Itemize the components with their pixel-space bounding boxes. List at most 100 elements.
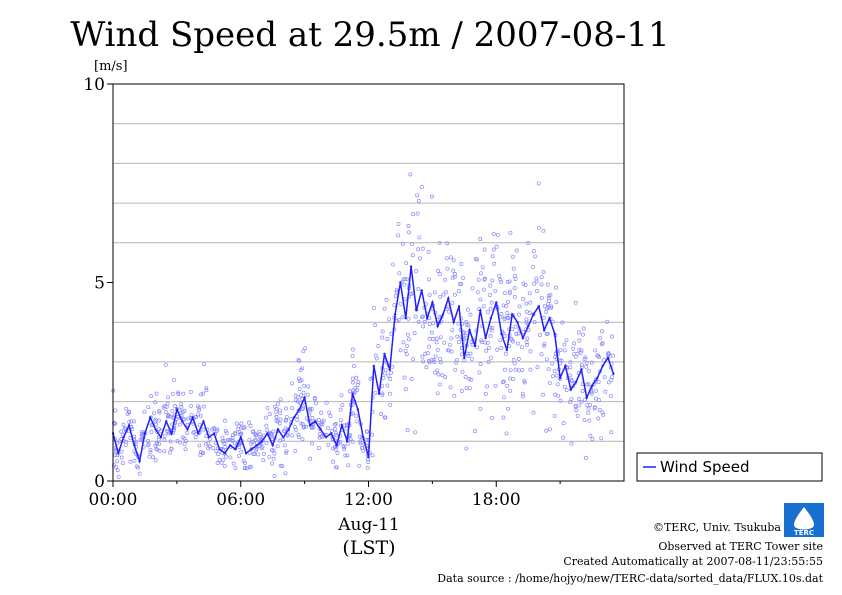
raw-point bbox=[264, 441, 269, 446]
raw-point bbox=[575, 413, 580, 418]
raw-point bbox=[496, 232, 500, 237]
raw-point bbox=[355, 419, 360, 424]
raw-point bbox=[138, 437, 143, 442]
raw-point bbox=[271, 456, 276, 461]
raw-point bbox=[343, 453, 348, 458]
raw-point bbox=[511, 358, 516, 363]
raw-point bbox=[531, 264, 536, 269]
raw-point bbox=[132, 458, 137, 463]
raw-point bbox=[533, 254, 537, 259]
raw-point bbox=[301, 425, 306, 430]
raw-point bbox=[178, 440, 182, 445]
raw-point bbox=[445, 266, 450, 271]
raw-point bbox=[338, 440, 343, 444]
raw-point bbox=[156, 418, 161, 423]
raw-point bbox=[415, 193, 420, 198]
raw-point bbox=[454, 358, 459, 362]
logo-text: TERC bbox=[794, 529, 814, 537]
raw-point bbox=[121, 422, 126, 427]
wind-speed-point bbox=[159, 436, 163, 439]
raw-point bbox=[426, 277, 431, 282]
wind-speed-point bbox=[420, 289, 423, 292]
water-drop-icon bbox=[794, 507, 814, 530]
raw-point bbox=[177, 422, 182, 427]
raw-point bbox=[409, 377, 414, 382]
raw-point bbox=[579, 399, 584, 404]
wind-speed-point bbox=[127, 424, 131, 427]
raw-point bbox=[504, 431, 509, 436]
wind-speed-point bbox=[500, 332, 503, 336]
x-tick-label: 06:00 bbox=[216, 490, 265, 510]
raw-point bbox=[500, 380, 505, 385]
raw-point bbox=[537, 225, 541, 230]
raw-point bbox=[300, 407, 305, 411]
raw-point bbox=[284, 449, 289, 454]
raw-point bbox=[541, 228, 546, 233]
raw-point bbox=[197, 443, 202, 448]
raw-point bbox=[173, 404, 177, 408]
raw-point bbox=[275, 419, 280, 424]
raw-point bbox=[374, 356, 379, 361]
raw-point bbox=[371, 305, 376, 310]
raw-point bbox=[383, 415, 388, 420]
series-layer bbox=[111, 265, 615, 465]
raw-point bbox=[258, 435, 263, 439]
raw-point bbox=[420, 354, 425, 359]
raw-point bbox=[264, 415, 269, 420]
raw-point bbox=[189, 412, 194, 417]
raw-point bbox=[364, 437, 369, 442]
raw-point bbox=[170, 408, 175, 413]
wind-speed-point bbox=[415, 309, 418, 312]
raw-point bbox=[547, 427, 552, 432]
raw-point bbox=[137, 471, 142, 476]
raw-point bbox=[403, 387, 408, 392]
raw-point bbox=[451, 268, 456, 273]
raw-point bbox=[527, 291, 532, 296]
raw-point bbox=[148, 447, 153, 452]
raw-point bbox=[204, 388, 209, 393]
raw-point bbox=[380, 391, 385, 396]
raw-point bbox=[493, 288, 498, 293]
raw-point bbox=[514, 332, 519, 336]
raw-point bbox=[251, 429, 256, 434]
raw-point bbox=[573, 354, 578, 359]
raw-point bbox=[438, 357, 443, 361]
raw-point bbox=[204, 386, 209, 391]
raw-point bbox=[277, 408, 282, 413]
raw-point bbox=[317, 435, 322, 440]
raw-point bbox=[506, 299, 510, 304]
raw-point bbox=[507, 289, 512, 294]
raw-point bbox=[265, 428, 269, 433]
raw-point bbox=[407, 230, 411, 235]
raw-point bbox=[502, 334, 507, 338]
raw-point bbox=[402, 375, 407, 380]
raw-point bbox=[546, 293, 551, 298]
raw-point bbox=[348, 437, 353, 441]
raw-point bbox=[488, 306, 493, 311]
wind-speed-point bbox=[484, 336, 487, 340]
raw-point bbox=[513, 367, 518, 372]
raw-point bbox=[184, 439, 189, 443]
raw-point bbox=[555, 382, 560, 387]
raw-point bbox=[379, 412, 384, 416]
wind-speed-point bbox=[452, 321, 455, 324]
raw-point bbox=[501, 379, 506, 384]
wind-speed-point bbox=[362, 436, 365, 439]
raw-point bbox=[398, 348, 403, 353]
raw-point bbox=[282, 443, 287, 448]
raw-point bbox=[338, 407, 343, 412]
raw-point bbox=[284, 417, 288, 422]
raw-point bbox=[450, 328, 455, 333]
raw-point bbox=[170, 391, 175, 396]
raw-point bbox=[542, 344, 546, 348]
wind-speed-point bbox=[181, 420, 184, 423]
raw-point bbox=[239, 421, 244, 426]
raw-point bbox=[331, 459, 336, 464]
raw-point bbox=[524, 301, 529, 306]
raw-point bbox=[427, 292, 432, 297]
raw-point bbox=[403, 297, 408, 302]
raw-point bbox=[260, 444, 265, 449]
raw-point bbox=[512, 286, 517, 291]
raw-point bbox=[448, 385, 453, 390]
raw-point bbox=[380, 393, 385, 397]
